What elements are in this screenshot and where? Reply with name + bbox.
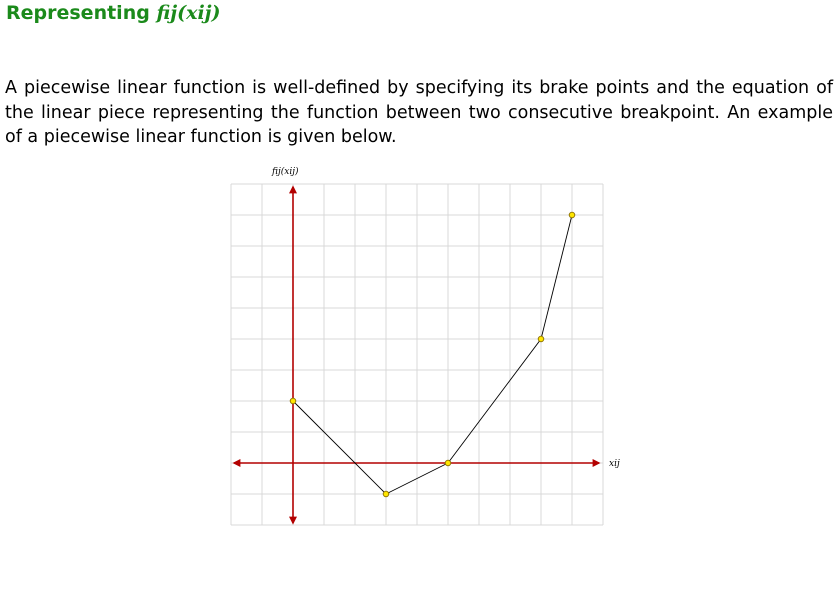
plot-series <box>292 214 573 495</box>
plot-breakpoints <box>289 211 576 498</box>
y-axis-label: fij(xij) <box>271 166 299 177</box>
plot-axes <box>232 185 601 525</box>
breakpoint-marker <box>568 211 576 219</box>
breakpoint-marker <box>289 397 297 405</box>
breakpoint-marker <box>444 459 452 467</box>
plot-grid <box>230 183 604 526</box>
series-segment <box>385 462 449 495</box>
series-segment <box>447 338 542 464</box>
series-segment <box>540 214 573 340</box>
breakpoint-marker <box>537 335 545 343</box>
x-axis-label: xij <box>609 459 620 469</box>
slide-title: Representing fij(xij) <box>6 2 221 24</box>
series-segment <box>292 400 387 495</box>
slide-title-text: Representing <box>6 2 150 24</box>
breakpoint-marker <box>382 490 390 498</box>
slide-paragraph: A piecewise linear function is well-defi… <box>5 78 833 147</box>
slide-title-math: fij(xij) <box>156 2 221 24</box>
